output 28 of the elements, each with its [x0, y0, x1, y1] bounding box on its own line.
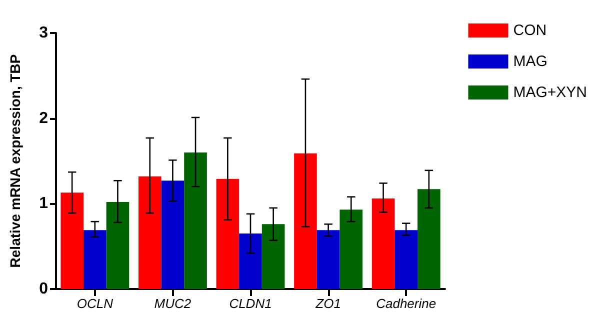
bar — [372, 198, 395, 289]
y-tick-label: 1 — [39, 195, 48, 212]
bar — [239, 234, 262, 289]
x-tick-label: CLDN1 — [229, 296, 272, 311]
bar — [83, 230, 106, 289]
bar — [106, 202, 130, 289]
x-tick-label: OCLN — [76, 296, 114, 311]
legend-label: MAG — [513, 53, 548, 70]
x-tick-label: Cadherine — [376, 296, 436, 311]
bar — [394, 230, 418, 289]
legend-label: CON — [513, 22, 547, 39]
bar — [161, 180, 184, 289]
x-tick-label: MUC2 — [154, 296, 192, 311]
bar — [316, 230, 340, 289]
y-tick-label: 2 — [39, 110, 48, 127]
bar — [294, 153, 317, 289]
legend-label: MAG+XYN — [513, 84, 588, 101]
y-tick-label: 3 — [39, 24, 48, 42]
bar — [262, 224, 285, 289]
bar — [184, 152, 207, 289]
bar — [340, 210, 363, 289]
y-tick-label: 0 — [39, 280, 48, 298]
y-axis-title: Relative mRNA expression, TBP — [7, 54, 23, 268]
bar — [216, 178, 240, 289]
bar — [138, 176, 162, 289]
bar — [418, 189, 440, 289]
bar — [60, 192, 84, 289]
x-tick-label: ZO1 — [314, 296, 341, 311]
